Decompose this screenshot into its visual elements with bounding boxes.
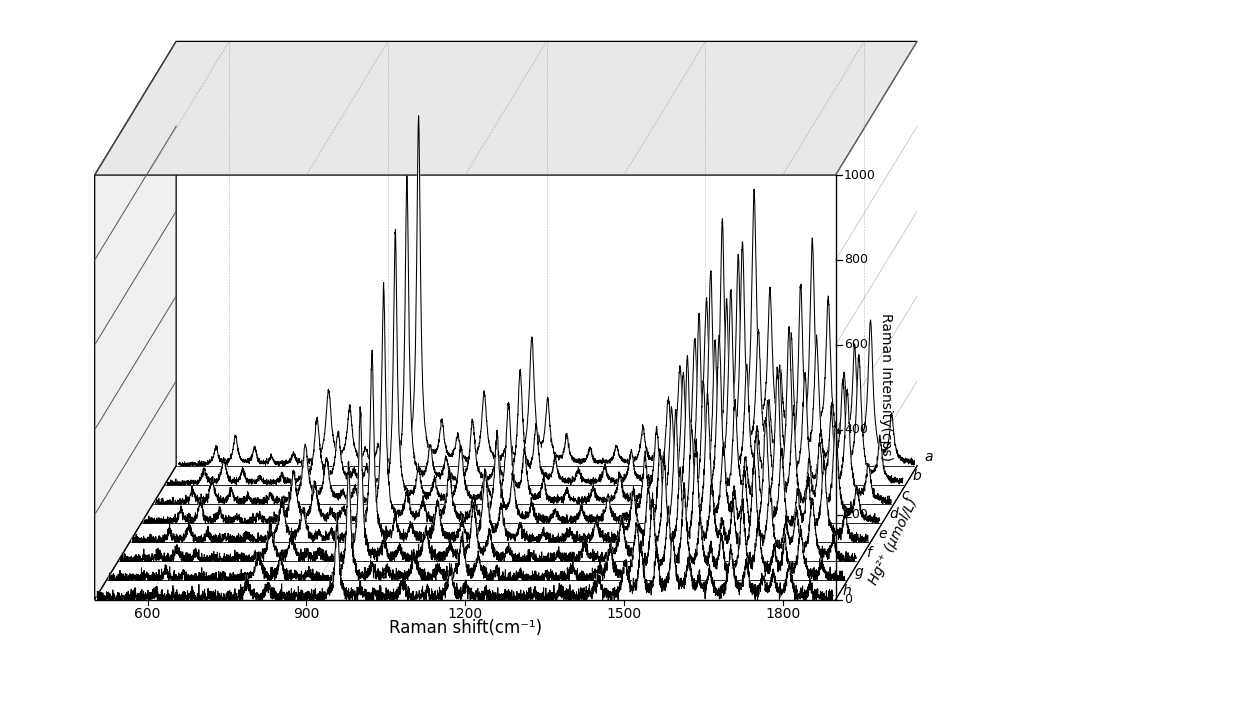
Polygon shape: [120, 407, 856, 561]
Polygon shape: [144, 283, 880, 523]
Text: 900: 900: [294, 607, 320, 621]
Polygon shape: [94, 42, 917, 175]
Text: d: d: [890, 508, 898, 521]
Text: 600: 600: [134, 607, 161, 621]
Text: 1800: 1800: [764, 607, 800, 621]
Text: Raman shift(cm⁻¹): Raman shift(cm⁻¹): [389, 619, 541, 637]
Text: 1200: 1200: [447, 607, 483, 621]
Text: 0: 0: [844, 593, 852, 606]
Text: 400: 400: [844, 423, 869, 436]
Polygon shape: [98, 513, 833, 599]
Polygon shape: [167, 175, 903, 485]
Polygon shape: [133, 350, 867, 542]
Text: b: b: [913, 469, 922, 483]
Text: e: e: [878, 526, 886, 541]
Text: 600: 600: [844, 339, 869, 352]
Text: a: a: [924, 450, 933, 464]
Polygon shape: [178, 116, 914, 466]
Polygon shape: [94, 42, 176, 599]
Text: c: c: [901, 488, 909, 503]
Polygon shape: [109, 461, 845, 581]
Polygon shape: [156, 229, 891, 504]
Text: Hg²⁺ (μmol/L): Hg²⁺ (μmol/L): [866, 495, 921, 586]
Text: h: h: [843, 584, 851, 598]
Text: 1000: 1000: [844, 168, 876, 182]
Text: g: g: [855, 565, 864, 579]
Text: Raman Intensity(cps): Raman Intensity(cps): [878, 314, 893, 461]
Text: 1500: 1500: [606, 607, 642, 621]
Text: f: f: [866, 546, 871, 560]
Text: 800: 800: [844, 253, 869, 266]
Text: 200: 200: [844, 508, 869, 521]
